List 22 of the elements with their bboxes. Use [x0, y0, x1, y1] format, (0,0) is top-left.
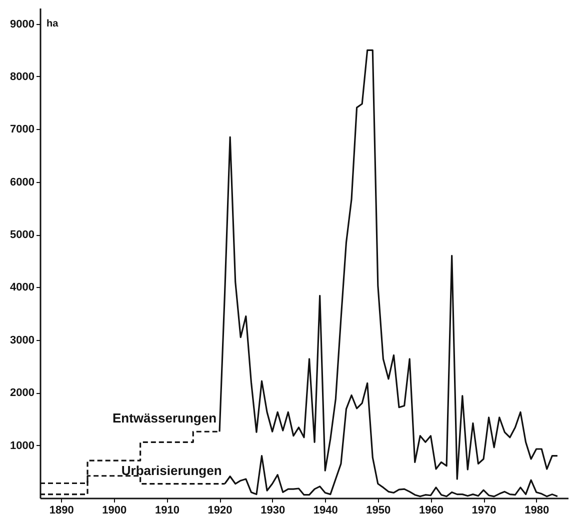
x-tick-label: 1900 [102, 504, 127, 516]
x-tick-label: 1980 [524, 504, 550, 516]
x-tick-label: 1970 [472, 504, 496, 516]
series-label: Urbarisierungen [121, 462, 222, 478]
y-tick-label: 1000 [10, 440, 34, 452]
x-tick-label: 1940 [313, 504, 338, 516]
y-tick-label: 6000 [10, 176, 34, 188]
y-tick-label: 8000 [10, 70, 34, 83]
y-tick-label: 9000 [10, 18, 34, 30]
y-tick-label: 5000 [10, 229, 34, 242]
x-tick-label: 1920 [208, 504, 232, 516]
y-tick-label: 2000 [10, 387, 34, 400]
x-tick-label: 1910 [154, 504, 180, 516]
y-axis-title: ha [46, 18, 59, 30]
x-tick-label: 1950 [366, 504, 391, 516]
series-label: Entwässerungen [112, 410, 217, 426]
x-tick-label: 1960 [418, 504, 444, 516]
y-tick-label: 7000 [10, 124, 34, 136]
y-tick-label: 3000 [10, 334, 34, 346]
x-tick-label: 1890 [49, 504, 74, 516]
x-tick-label: 1930 [260, 504, 286, 516]
y-tick-label: 4000 [10, 282, 34, 294]
